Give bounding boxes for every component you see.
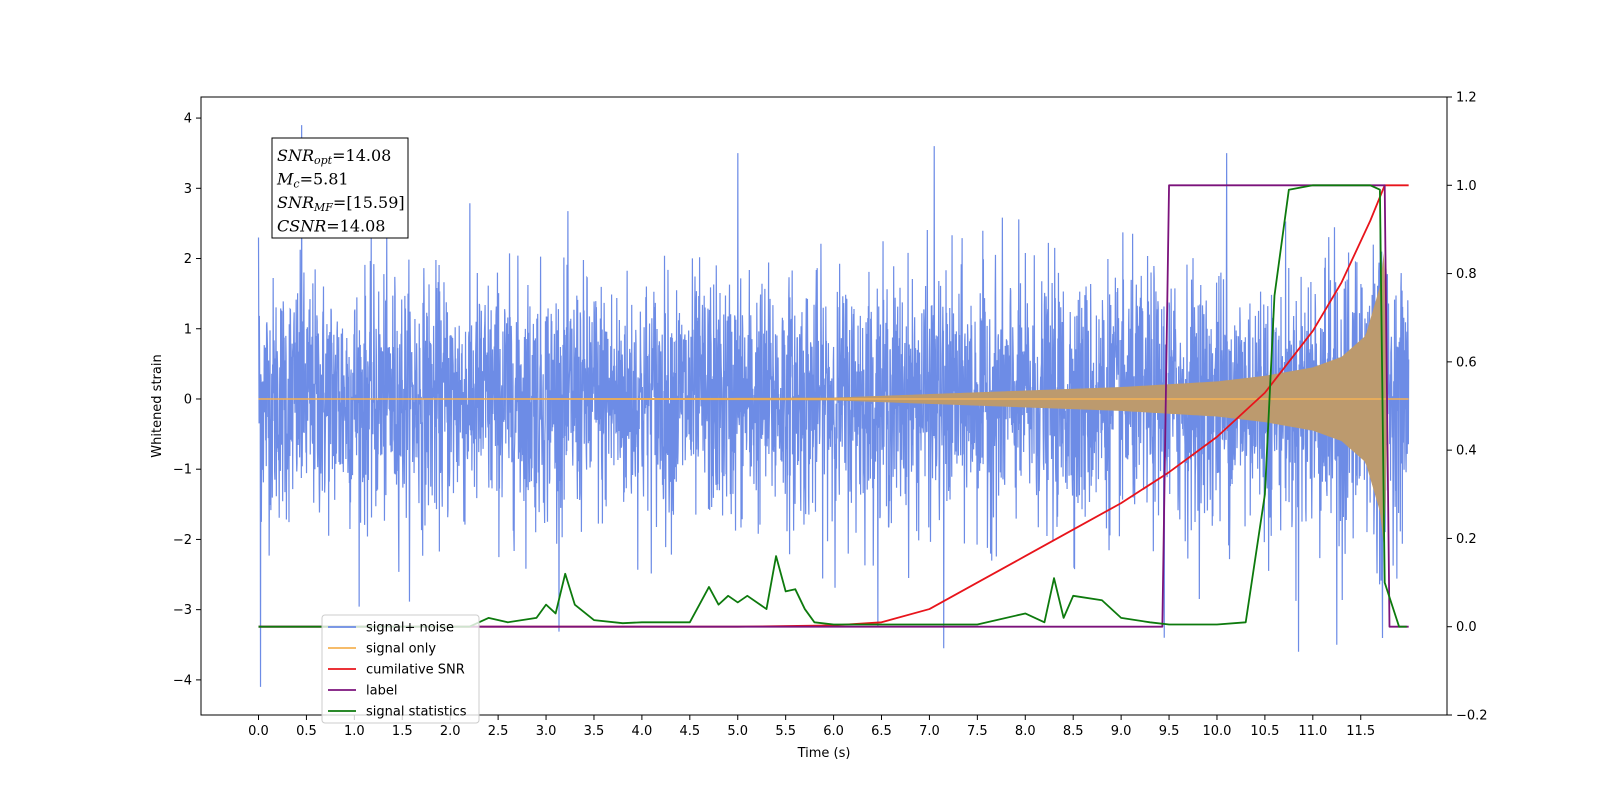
y-left-tick-label: −4	[173, 673, 192, 688]
x-tick-label: 5.5	[775, 724, 796, 739]
x-tick-label: 2.5	[488, 724, 509, 739]
y-right-tick-label: 0.8	[1456, 267, 1477, 282]
x-tick-label: 4.0	[632, 724, 653, 739]
y-right-tick-label: 1.2	[1456, 91, 1477, 106]
x-tick-label: 11.5	[1346, 724, 1375, 739]
legend-label: signal+ noise	[366, 621, 454, 636]
x-tick-label: 6.5	[871, 724, 892, 739]
y-right-tick-label: 0.4	[1456, 444, 1477, 459]
x-tick-label: 0.5	[296, 724, 317, 739]
x-tick-label: 9.5	[1159, 724, 1180, 739]
y-left-tick-label: −3	[173, 603, 192, 618]
axes: 0.0 0.5 1.0 1.5 2.0 2.5 3.0 3.5 4.0 4.5 5.0 5.5 6.0 6…	[173, 91, 1488, 740]
y-right-tick-label: 0.6	[1456, 355, 1477, 370]
series-signal-statistics	[258, 184, 1407, 628]
y-left-tick-label: 4	[184, 112, 192, 127]
y-axis-label: Whitened strain	[150, 354, 165, 457]
y-left-tick-label: −1	[173, 463, 192, 478]
x-tick-label: 7.5	[967, 724, 988, 739]
x-axis-label: Time (s)	[797, 746, 851, 761]
series-cumulative-snr	[258, 184, 1409, 628]
series-label	[258, 184, 1409, 628]
legend-label: cumilative SNR	[366, 663, 465, 678]
y-right-tick-label: 1.0	[1456, 179, 1477, 194]
legend-label: signal statistics	[366, 705, 467, 720]
x-tick-label: 2.0	[440, 724, 461, 739]
x-tick-label: 5.0	[727, 724, 748, 739]
y-right-tick-label: 0.0	[1456, 620, 1477, 635]
legend: signal+ noise signal only cumilative SNR la…	[321, 614, 480, 724]
x-tick-label: 10.0	[1202, 724, 1231, 739]
x-tick-label: 7.0	[919, 724, 940, 739]
y-left-tick-label: 3	[184, 182, 192, 197]
x-tick-label: 8.5	[1063, 724, 1084, 739]
annotation-line: SNRopt=14.08	[277, 146, 391, 167]
axes-frame	[200, 96, 1448, 716]
annotation-line: CSNR=14.08	[277, 217, 385, 236]
y-left-tick-label: 1	[184, 322, 192, 337]
annotation-line: SNRMF=[15.59]	[277, 193, 405, 214]
legend-label: label	[366, 684, 397, 699]
x-tick-label: 3.5	[584, 724, 605, 739]
annotation-line: Mc=5.81	[276, 170, 349, 191]
legend-box	[321, 614, 480, 724]
y-right-tick-label: −0.2	[1456, 709, 1488, 724]
x-tick-label: 9.0	[1111, 724, 1132, 739]
y-left-tick-label: 0	[184, 392, 192, 407]
x-tick-label: 3.0	[536, 724, 557, 739]
x-tick-label: 1.0	[344, 724, 365, 739]
x-tick-label: 4.5	[679, 724, 700, 739]
plot-area	[257, 125, 1410, 687]
x-tick-label: 6.0	[823, 724, 844, 739]
x-tick-label: 8.0	[1015, 724, 1036, 739]
x-tick-label: 0.0	[248, 724, 269, 739]
legend-label: signal only	[366, 642, 436, 657]
annotation-box	[271, 137, 409, 239]
x-tick-label: 11.0	[1298, 724, 1327, 739]
y-left-tick-label: 2	[184, 252, 192, 267]
y-right-tick-label: 0.2	[1456, 532, 1477, 547]
x-tick-label: 10.5	[1250, 724, 1279, 739]
y-left-tick-label: −2	[173, 533, 192, 548]
x-tick-label: 1.5	[392, 724, 413, 739]
